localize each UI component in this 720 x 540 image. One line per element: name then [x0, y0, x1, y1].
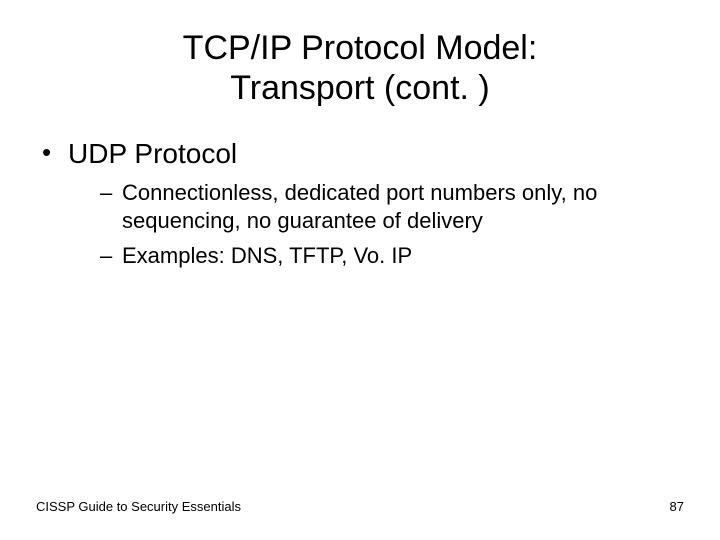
bullet-l2-text: Connectionless, dedicated port numbers o… — [122, 180, 597, 233]
slide-container: TCP/IP Protocol Model: Transport (cont. … — [0, 0, 720, 540]
footer-text: CISSP Guide to Security Essentials — [36, 499, 241, 514]
bullet-list-level1: UDP Protocol Connectionless, dedicated p… — [42, 136, 684, 269]
slide-title: TCP/IP Protocol Model: Transport (cont. … — [36, 28, 684, 108]
bullet-l2-text: Examples: DNS, TFTP, Vo. IP — [122, 243, 412, 268]
bullet-l2-item: Connectionless, dedicated port numbers o… — [100, 179, 684, 235]
bullet-list-level2: Connectionless, dedicated port numbers o… — [100, 179, 684, 269]
page-number: 87 — [670, 499, 684, 514]
bullet-l2-item: Examples: DNS, TFTP, Vo. IP — [100, 242, 684, 270]
title-line-1: TCP/IP Protocol Model: — [183, 29, 538, 67]
title-line-2: Transport (cont. ) — [230, 69, 489, 107]
bullet-l1-item: UDP Protocol Connectionless, dedicated p… — [42, 136, 684, 269]
bullet-l1-text: UDP Protocol — [68, 138, 237, 169]
